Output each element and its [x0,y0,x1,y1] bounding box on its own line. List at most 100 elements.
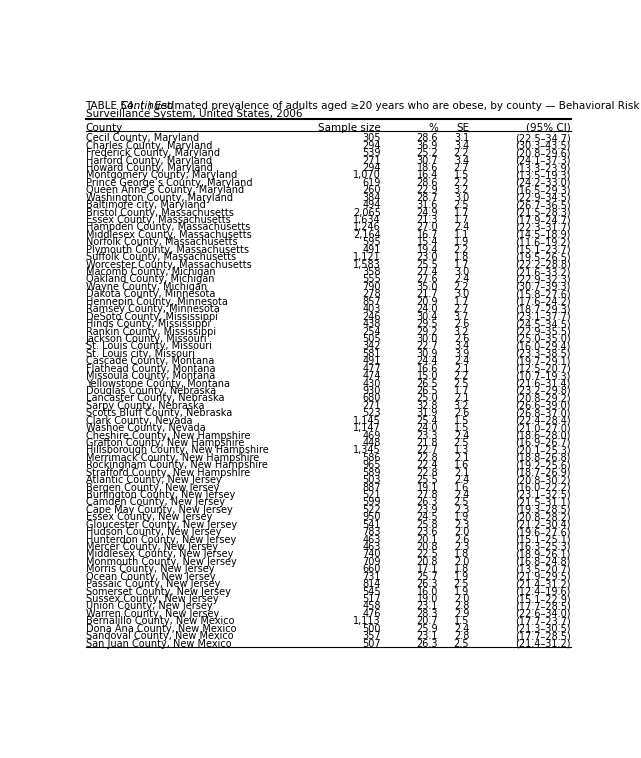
Text: 17.1: 17.1 [417,564,438,575]
Text: Clark County, Nevada: Clark County, Nevada [85,415,192,426]
Text: 1.8: 1.8 [454,252,469,262]
Text: Hillsborough County, New Hampshire: Hillsborough County, New Hampshire [85,446,269,456]
Text: Grafton County, New Hampshire: Grafton County, New Hampshire [85,438,244,448]
Text: Scotts Bluff County, Nebraska: Scotts Bluff County, Nebraska [85,409,232,418]
Text: Baltimore city, Maryland: Baltimore city, Maryland [85,200,205,210]
Text: (16.0–22.2): (16.0–22.2) [515,483,570,493]
Text: (26.7–36.5): (26.7–36.5) [515,200,570,210]
Text: 2.1: 2.1 [454,393,469,403]
Text: 25.2: 25.2 [417,148,438,158]
Text: 29.2: 29.2 [417,327,438,337]
Text: 31.6: 31.6 [417,200,438,210]
Text: (15.8–27.6): (15.8–27.6) [515,290,570,299]
Text: 2.2: 2.2 [454,148,469,158]
Text: 3.0: 3.0 [454,193,469,202]
Text: (25.0–35.0): (25.0–35.0) [515,334,570,344]
Text: 30.9: 30.9 [417,349,438,359]
Text: Essex County, New Jersey: Essex County, New Jersey [85,512,212,522]
Text: Sample size: Sample size [318,123,381,133]
Text: 494: 494 [362,200,381,210]
Text: (20.8–30.2): (20.8–30.2) [515,475,570,485]
Text: 2.7: 2.7 [454,304,469,315]
Text: (13.5–20.7): (13.5–20.7) [515,564,570,575]
Text: 15.4: 15.4 [417,237,438,247]
Text: 2.0: 2.0 [454,527,469,537]
Text: 24.9: 24.9 [417,208,438,218]
Text: 1.9: 1.9 [454,587,469,597]
Text: San Juan County, New Mexico: San Juan County, New Mexico [85,638,231,649]
Text: 22.4: 22.4 [417,460,438,470]
Text: 20.8: 20.8 [417,542,438,552]
Text: 857: 857 [362,297,381,307]
Text: 342: 342 [362,341,381,352]
Text: 3.9: 3.9 [454,349,469,359]
Text: SE: SE [456,123,469,133]
Text: Camden County, New Jersey: Camden County, New Jersey [85,497,224,507]
Text: 783: 783 [362,527,381,537]
Text: Burlington County, New Jersey: Burlington County, New Jersey [85,490,235,500]
Text: Plymouth County, Massachusetts: Plymouth County, Massachusetts [85,245,249,255]
Text: 1.8: 1.8 [454,550,469,559]
Text: 28.3: 28.3 [417,609,438,619]
Text: 25.9: 25.9 [417,624,438,634]
Text: 1.7: 1.7 [454,260,469,270]
Text: 2.4: 2.4 [454,624,469,634]
Text: TABLE 54. (: TABLE 54. ( [85,101,145,111]
Text: 887: 887 [362,483,381,493]
Text: 23.1: 23.1 [417,601,438,612]
Text: (15.1–25.1): (15.1–25.1) [515,534,570,544]
Text: (10.7–19.3): (10.7–19.3) [515,371,570,381]
Text: 2.3: 2.3 [454,542,469,552]
Text: 271: 271 [362,401,381,411]
Text: Atlantic County, New Jersey: Atlantic County, New Jersey [85,475,221,485]
Text: 305: 305 [362,133,381,143]
Text: Cheshire County, New Hampshire: Cheshire County, New Hampshire [85,431,250,440]
Text: 26.3: 26.3 [417,638,438,649]
Text: (26.8–37.0): (26.8–37.0) [515,409,570,418]
Text: 21.3: 21.3 [417,215,438,225]
Text: Ocean County, New Jersey: Ocean County, New Jersey [85,572,215,581]
Text: Montgomery County, Maryland: Montgomery County, Maryland [85,171,237,180]
Text: 589: 589 [362,468,381,478]
Text: (17.9–24.7): (17.9–24.7) [515,215,570,225]
Text: Rockingham County, New Hampshire: Rockingham County, New Hampshire [85,460,267,470]
Text: (13.5–19.3): (13.5–19.3) [515,171,570,180]
Text: 3.7: 3.7 [454,312,469,321]
Text: 586: 586 [362,453,381,463]
Text: 2.2: 2.2 [454,245,469,255]
Text: 21.8: 21.8 [417,438,438,448]
Text: (16.9–26.7): (16.9–26.7) [515,438,570,448]
Text: Washington County, Maryland: Washington County, Maryland [85,193,233,202]
Text: Hudson County, New Jersey: Hudson County, New Jersey [85,527,221,537]
Text: (22.3–31.7): (22.3–31.7) [515,223,570,233]
Text: 521: 521 [362,490,381,500]
Text: 19.1: 19.1 [417,483,438,493]
Text: 254: 254 [362,327,381,337]
Text: 1.7: 1.7 [454,215,469,225]
Text: Wayne County, Michigan: Wayne County, Michigan [85,282,206,292]
Text: Jackson County, Missouri: Jackson County, Missouri [85,334,207,344]
Text: Suffolk County, Massachusetts: Suffolk County, Massachusetts [85,252,236,262]
Text: Yellowstone County, Montana: Yellowstone County, Montana [85,378,229,389]
Text: 1,145: 1,145 [353,415,381,426]
Text: 448: 448 [362,438,381,448]
Text: 1,634: 1,634 [353,215,381,225]
Text: Dona Ana County, New Mexico: Dona Ana County, New Mexico [85,624,236,634]
Text: (20.8–28.2): (20.8–28.2) [515,512,570,522]
Text: (16.3–25.3): (16.3–25.3) [515,542,570,552]
Text: 23.1: 23.1 [417,631,438,641]
Text: Middlesex County, Massachusetts: Middlesex County, Massachusetts [85,230,251,240]
Text: 2.5: 2.5 [454,200,469,210]
Text: 2.4: 2.4 [454,274,469,284]
Text: Union County, New Jersey: Union County, New Jersey [85,601,212,612]
Text: (15.1–23.7): (15.1–23.7) [515,245,570,255]
Text: (20.1–25.3): (20.1–25.3) [515,446,570,456]
Text: 384: 384 [362,193,381,202]
Text: Morris County, New Jersey: Morris County, New Jersey [85,564,214,575]
Text: (23.1–37.7): (23.1–37.7) [515,312,570,321]
Text: (21.0–27.0): (21.0–27.0) [515,423,570,433]
Text: (21.9–29.5): (21.9–29.5) [515,572,570,581]
Text: (16.8–24.8): (16.8–24.8) [515,557,570,567]
Text: (24.5–34.5): (24.5–34.5) [515,319,570,329]
Text: Flathead County, Montana: Flathead County, Montana [85,364,215,374]
